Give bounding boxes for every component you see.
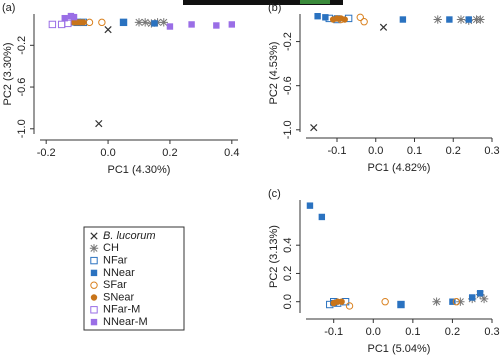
point	[120, 19, 127, 26]
point	[433, 15, 442, 24]
x-tick-label: 0.1	[405, 326, 420, 338]
axes	[299, 14, 492, 139]
y-tick-label: -0.6	[16, 78, 28, 97]
point	[213, 22, 220, 29]
y-axis-label: PC2 (3.13%)	[268, 225, 280, 288]
point	[134, 18, 144, 27]
point	[465, 16, 472, 23]
y-tick-label: -1.0	[16, 119, 28, 138]
point	[476, 15, 485, 24]
legend-label: NFar-M	[103, 304, 140, 316]
point	[318, 213, 326, 221]
point	[452, 298, 461, 306]
point	[80, 19, 87, 26]
x-tick-label: -0.2	[37, 147, 56, 159]
x-tick-label: 0.1	[407, 145, 422, 157]
y-tick-label: 0.4	[282, 238, 294, 253]
legend-label: NFar	[103, 255, 128, 267]
point	[310, 123, 318, 132]
x-axis-label: PC1 (5.04%)	[368, 343, 431, 355]
x-axis-label: PC1 (4.30%)	[108, 164, 171, 176]
x-tick-label: 0.3	[484, 326, 499, 338]
point	[314, 13, 321, 20]
x-tick-label: 0.4	[224, 147, 239, 159]
point	[469, 294, 476, 301]
legend-marker	[90, 306, 98, 314]
point	[381, 298, 389, 306]
y-tick-label: -0.6	[282, 76, 294, 95]
axes	[33, 14, 238, 141]
point	[188, 21, 195, 28]
legend-marker	[90, 256, 98, 265]
point	[57, 20, 66, 29]
y-tick-label: -0.2	[16, 36, 28, 55]
legend-marker	[89, 244, 99, 253]
point	[379, 23, 388, 31]
legend-marker	[90, 232, 98, 240]
point	[159, 18, 168, 27]
legend-marker	[90, 269, 98, 277]
panel-label: (c)	[268, 188, 281, 200]
point	[456, 15, 466, 24]
point	[104, 26, 112, 34]
x-tick-label: 0.0	[368, 145, 383, 157]
y-tick-label: 0.0	[282, 294, 294, 309]
axes	[299, 200, 492, 320]
point	[456, 297, 465, 306]
y-tick-label: 0.2	[282, 266, 294, 281]
legend-label: B. lucorum	[103, 230, 156, 242]
legend-box	[83, 226, 185, 331]
legend-label: NNear-M	[103, 316, 148, 328]
point	[166, 23, 174, 30]
point	[341, 16, 348, 23]
y-tick-label: -0.2	[282, 32, 294, 51]
point	[98, 18, 106, 27]
x-tick-label: 0.0	[100, 147, 115, 159]
point	[399, 16, 407, 23]
point	[306, 202, 314, 209]
legend-label: CH	[103, 242, 119, 254]
legend-label: NNear	[103, 267, 135, 279]
legend-marker	[90, 294, 98, 301]
x-axis-label: PC1 (4.82%)	[368, 162, 431, 174]
y-axis-label: PC2 (4.53%)	[268, 42, 280, 105]
x-tick-label: 0.3	[484, 145, 499, 157]
point	[140, 18, 150, 27]
panel-label: (b)	[268, 2, 281, 14]
cropped-bar-accent	[300, 0, 330, 4]
point	[479, 294, 489, 304]
point	[397, 301, 405, 308]
x-tick-label: 0.2	[162, 147, 177, 159]
point	[345, 302, 354, 310]
point	[432, 297, 441, 306]
y-tick-label: -1.0	[282, 120, 294, 139]
cropped-bar	[183, 0, 343, 5]
point	[360, 18, 368, 26]
x-tick-label: -0.1	[328, 145, 347, 157]
point	[338, 298, 345, 305]
point	[95, 119, 103, 128]
legend-marker	[90, 281, 98, 289]
point	[449, 298, 456, 305]
point	[446, 16, 453, 23]
point	[228, 21, 236, 28]
x-tick-label: 0.2	[446, 145, 461, 157]
point	[151, 20, 158, 27]
point	[476, 290, 484, 297]
legend-label: SFar	[103, 279, 127, 291]
x-tick-label: 0.2	[445, 326, 460, 338]
point	[85, 18, 94, 27]
legend-marker	[90, 318, 98, 326]
panel-label: (a)	[2, 2, 15, 14]
x-tick-label: 0.0	[366, 326, 381, 338]
x-tick-label: -0.1	[324, 326, 343, 338]
point	[70, 13, 78, 21]
y-axis-label: PC2 (3.30%)	[2, 43, 14, 106]
point	[61, 14, 68, 22]
point	[356, 13, 364, 22]
point	[48, 20, 57, 29]
legend-label: SNear	[103, 291, 135, 303]
point	[322, 14, 329, 21]
